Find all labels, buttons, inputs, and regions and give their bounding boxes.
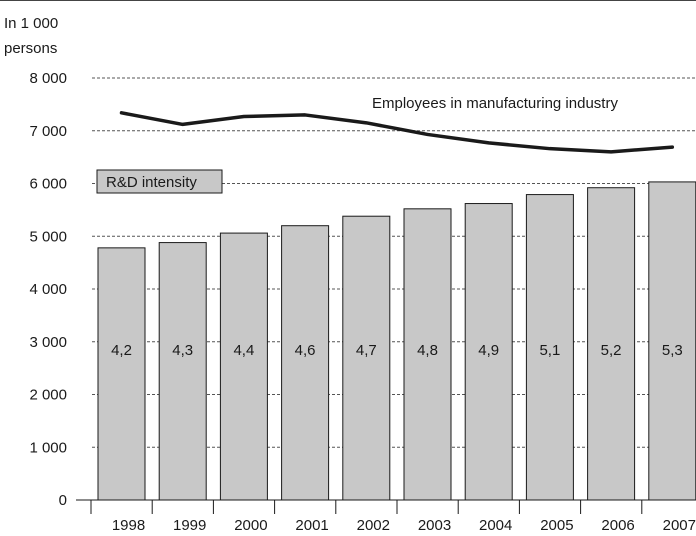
- bar: [587, 187, 636, 501]
- x-tick-label: 2006: [601, 517, 634, 534]
- legend-label: R&D intensity: [106, 174, 197, 191]
- bar-data-label: 4,4: [233, 342, 254, 359]
- x-tick-label: 2005: [540, 517, 573, 534]
- line-series-label: Employees in manufacturing industry: [372, 95, 618, 112]
- bar: [281, 225, 330, 501]
- bar-data-label: 4,8: [417, 342, 438, 359]
- y-tick-label: 5 000: [29, 228, 67, 245]
- bar-data-label: 4,7: [356, 342, 377, 359]
- x-tick-label: 2007: [663, 517, 696, 534]
- x-tick-label: 2002: [357, 517, 390, 534]
- legend-box: [96, 169, 223, 194]
- y-tick-label: 4 000: [29, 281, 67, 298]
- x-tick-label: 2003: [418, 517, 451, 534]
- bar: [342, 215, 391, 501]
- bar-data-label: 4,6: [295, 342, 316, 359]
- y-tick-label: 0: [59, 492, 67, 509]
- bar-data-label: 5,2: [601, 342, 622, 359]
- bar-series: [97, 181, 696, 501]
- x-axis: 1998 1999 2000 2001 2002 2003 2004 2005 2006 2007: [76, 499, 696, 534]
- y-tick-label: 1 000: [29, 439, 67, 456]
- bar: [464, 203, 513, 501]
- bar-data-label: 4,9: [478, 342, 499, 359]
- bar: [158, 242, 207, 501]
- legend-item-rd-intensity: R&D intensity: [96, 169, 223, 194]
- y-tick-label: 2 000: [29, 387, 67, 404]
- bar: [648, 181, 696, 501]
- bar: [97, 247, 146, 501]
- line-series: [119, 111, 675, 154]
- x-tick-label: 1999: [173, 517, 206, 534]
- unit-label-line1: In 1 000: [4, 15, 58, 32]
- x-tick-label: 2000: [234, 517, 267, 534]
- bar-data-label: 4,2: [111, 342, 132, 359]
- bar-data-label: 4,3: [172, 342, 193, 359]
- bar: [403, 208, 452, 501]
- line-path: [119, 111, 675, 154]
- x-tick-label: 1998: [112, 517, 145, 534]
- bar-data-label: 5,3: [662, 342, 683, 359]
- y-tick-label: 8 000: [29, 70, 67, 87]
- y-tick-label: 3 000: [29, 334, 67, 351]
- y-tick-label: 7 000: [29, 123, 67, 140]
- x-tick-label: 2004: [479, 517, 512, 534]
- bar: [525, 194, 574, 501]
- y-axis: 0 1 000 2 000 3 000 4 000 5 000 6 000 7 000 8 00…: [29, 70, 67, 509]
- x-tick-label: 2001: [295, 517, 328, 534]
- bar-data-label: 5,1: [539, 342, 560, 359]
- bar: [219, 232, 268, 501]
- bar-data-labels: 4,2 4,3 4,4 4,6 4,7 4,8 4,9 5,1 5,2 5,3: [111, 342, 683, 359]
- y-tick-label: 6 000: [29, 176, 67, 193]
- unit-label-line2: persons: [4, 40, 57, 57]
